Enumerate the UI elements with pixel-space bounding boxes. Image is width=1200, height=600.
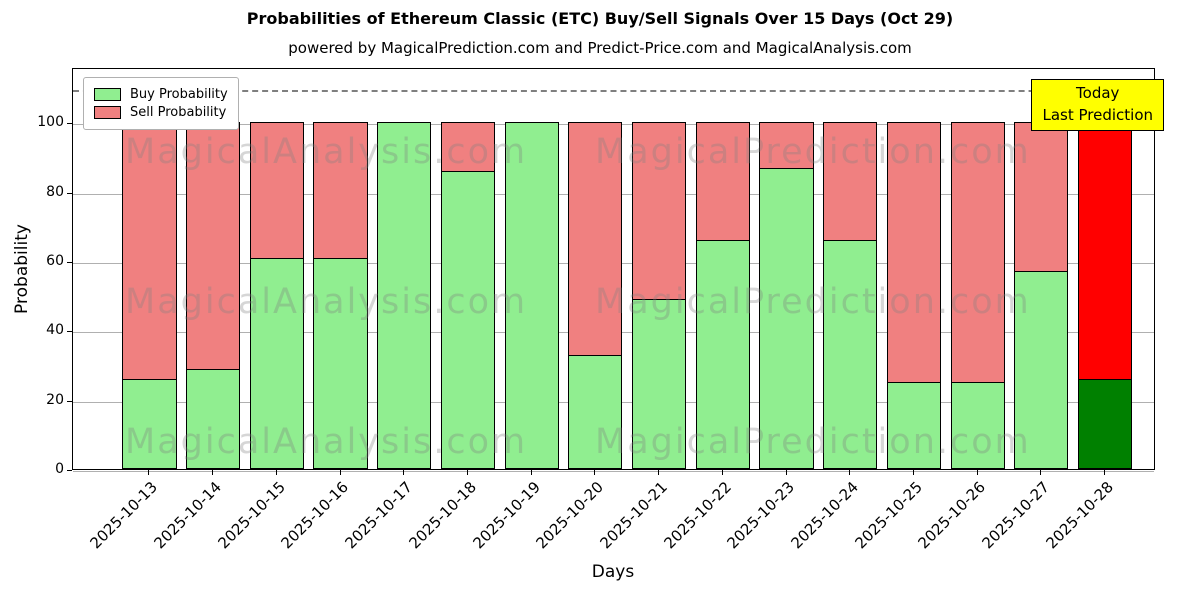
bar-buy-segment xyxy=(950,382,1005,469)
x-tick-mark xyxy=(1040,470,1042,475)
bar-buy-segment xyxy=(1077,378,1133,469)
bar-buy-segment xyxy=(313,257,368,469)
bar-sell-segment xyxy=(823,122,878,242)
bar-sell-segment xyxy=(122,122,177,380)
x-tick-mark xyxy=(1104,470,1106,475)
x-tick-mark xyxy=(148,470,150,475)
bar-sell-segment xyxy=(759,122,814,169)
bar-buy-segment xyxy=(186,368,241,469)
bar-buy-segment xyxy=(504,122,559,469)
today-annotation-line1: Today xyxy=(1076,84,1120,102)
x-tick-mark xyxy=(658,470,660,475)
legend-label-buy: Buy Probability xyxy=(130,87,228,102)
legend-entry-buy: Buy Probability xyxy=(94,87,228,102)
y-tick-mark xyxy=(67,262,72,264)
y-tick-label: 20 xyxy=(46,391,64,408)
x-tick-label: 2025-10-17 xyxy=(341,478,417,553)
bar-sell-segment xyxy=(186,122,241,370)
x-tick-label: 2025-10-25 xyxy=(851,478,926,553)
y-gridline xyxy=(73,471,1154,472)
bar-sell-segment xyxy=(1014,122,1069,273)
x-tick-mark xyxy=(721,470,723,475)
y-tick-label: 80 xyxy=(46,183,64,200)
x-tick-label: 2025-10-19 xyxy=(469,478,544,553)
y-tick-mark xyxy=(67,123,72,125)
bar-sell-segment xyxy=(632,122,687,301)
x-tick-mark xyxy=(275,470,277,475)
bar-buy-segment xyxy=(249,257,304,469)
bar-buy-segment xyxy=(1014,271,1069,469)
buy-probability-swatch xyxy=(94,88,121,101)
x-tick-label: 2025-10-21 xyxy=(596,478,671,553)
y-tick-mark xyxy=(67,331,72,333)
x-tick-label: 2025-10-26 xyxy=(914,478,990,553)
bar-buy-segment xyxy=(823,240,878,469)
x-tick-label: 2025-10-28 xyxy=(1042,478,1117,553)
x-tick-mark xyxy=(976,470,978,475)
plot-area: Buy Probability Sell Probability Today L… xyxy=(72,68,1164,472)
y-tick-label: 0 xyxy=(55,461,64,477)
bar-sell-segment xyxy=(568,122,623,356)
bar-buy-segment xyxy=(122,378,177,469)
x-tick-label: 2025-10-16 xyxy=(277,478,353,553)
x-tick-label: 2025-10-23 xyxy=(723,478,799,553)
legend-label-sell: Sell Probability xyxy=(130,105,227,120)
threshold-dashed-line xyxy=(73,89,1154,92)
bar-sell-segment xyxy=(440,122,496,172)
x-tick-mark xyxy=(403,470,405,475)
bar-buy-segment xyxy=(695,240,750,469)
bar-sell-segment xyxy=(950,122,1005,384)
x-tick-label: 2025-10-13 xyxy=(86,478,162,553)
bar-buy-segment xyxy=(377,122,432,469)
legend-entry-sell: Sell Probability xyxy=(94,105,228,120)
bar-buy-segment xyxy=(440,170,496,469)
y-tick-mark xyxy=(67,192,72,194)
bar-buy-segment xyxy=(632,299,687,469)
x-tick-label: 2025-10-18 xyxy=(405,478,480,553)
bar-sell-segment xyxy=(886,122,941,384)
x-tick-mark xyxy=(594,470,596,475)
bar-buy-segment xyxy=(759,167,814,469)
y-tick-label: 60 xyxy=(46,253,64,270)
legend: Buy Probability Sell Probability xyxy=(83,77,239,130)
bar-buy-segment xyxy=(568,354,623,469)
x-tick-mark xyxy=(530,470,532,475)
bar-sell-segment xyxy=(1077,122,1133,380)
sell-probability-swatch xyxy=(94,106,121,119)
bar-sell-segment xyxy=(313,122,368,259)
y-tick-mark xyxy=(67,470,72,471)
x-tick-label: 2025-10-24 xyxy=(787,478,862,553)
x-axis-label: Days xyxy=(591,562,635,582)
y-tick-mark xyxy=(67,400,72,402)
today-annotation-line2: Last Prediction xyxy=(1042,105,1153,124)
x-tick-mark xyxy=(912,470,914,475)
x-tick-mark xyxy=(212,470,214,475)
x-tick-mark xyxy=(849,470,851,475)
bar-buy-segment xyxy=(886,382,941,469)
x-tick-label: 2025-10-20 xyxy=(532,478,608,553)
y-tick-label: 40 xyxy=(46,322,64,339)
chart-title: Probabilities of Ethereum Classic (ETC) … xyxy=(246,9,954,28)
bar-sell-segment xyxy=(249,122,304,259)
x-tick-label: 2025-10-14 xyxy=(150,478,225,553)
bar-sell-segment xyxy=(695,122,750,242)
x-tick-label: 2025-10-27 xyxy=(978,478,1054,553)
x-tick-label: 2025-10-22 xyxy=(660,478,735,553)
x-tick-label: 2025-10-15 xyxy=(214,478,289,553)
x-tick-mark xyxy=(339,470,341,475)
y-tick-label: 100 xyxy=(37,114,64,131)
chart-subtitle: powered by MagicalPrediction.com and Pre… xyxy=(288,39,912,57)
x-tick-mark xyxy=(466,470,468,475)
today-annotation: Today Last Prediction xyxy=(1031,79,1164,131)
x-tick-mark xyxy=(785,470,787,475)
